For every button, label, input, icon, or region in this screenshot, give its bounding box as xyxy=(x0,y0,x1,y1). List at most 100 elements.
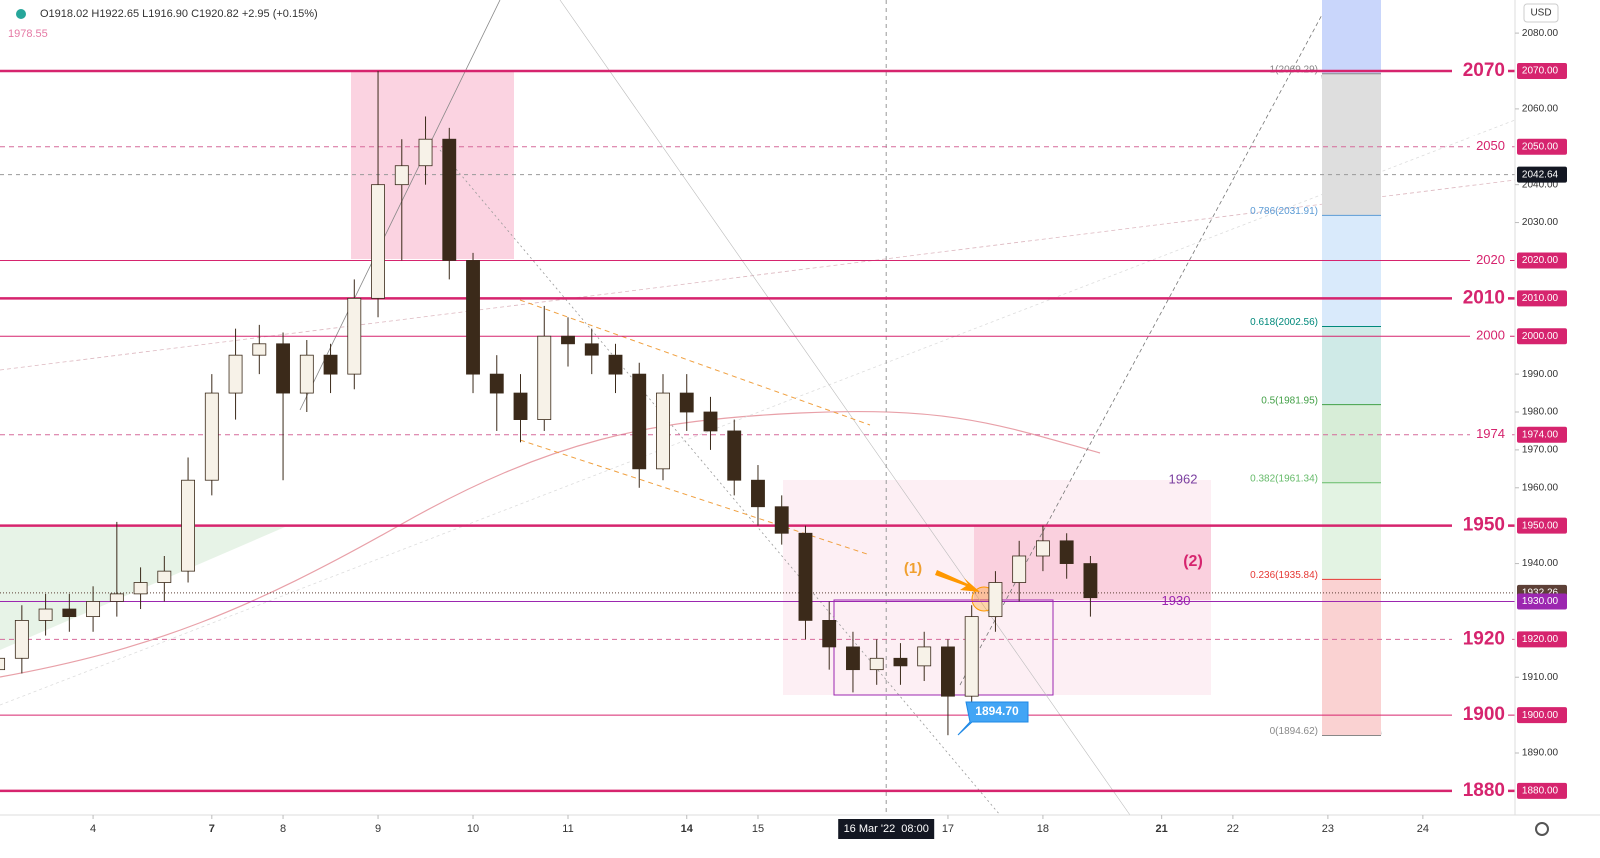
candle-body xyxy=(109,593,124,602)
level-label-bg xyxy=(1470,249,1510,272)
fib-label: 0.5(1981.95) xyxy=(1261,395,1318,406)
candle-body xyxy=(917,646,932,667)
trend-line xyxy=(559,0,1131,816)
trend-line xyxy=(0,119,1516,706)
currency[interactable]: USD xyxy=(1530,8,1551,19)
x-tick-label: 11 xyxy=(562,823,573,835)
x-tick-label: 10 xyxy=(467,823,479,835)
candle-body xyxy=(846,646,860,671)
fib-band xyxy=(1322,215,1381,327)
level-label: 2050 xyxy=(1476,138,1505,153)
level-label: 2010 xyxy=(1463,287,1505,308)
y-tick-label: 1970.00 xyxy=(1522,445,1559,456)
y-tick-label: 1940.00 xyxy=(1522,558,1559,569)
x-tick-label: 8 xyxy=(280,823,286,835)
y-tick-label: 2040.00 xyxy=(1522,179,1559,190)
fib-band xyxy=(1322,579,1381,736)
level-tag-bg xyxy=(1517,63,1567,80)
candle-body xyxy=(774,506,789,534)
candle-body xyxy=(1012,555,1027,583)
level-tag: 2010.00 xyxy=(1522,293,1559,304)
annotation: (1) xyxy=(904,560,922,577)
level-label-bg xyxy=(1452,779,1508,802)
ohlc-header: O1918.02 H1922.65 L1916.90 C1920.82 +2.9… xyxy=(40,8,318,20)
candle-body xyxy=(537,335,552,420)
x-tick-label: 15 xyxy=(752,823,764,835)
candle-body xyxy=(14,620,29,659)
x-tick-label: 24 xyxy=(1417,823,1429,835)
status-dot xyxy=(16,9,26,19)
candle-body xyxy=(988,582,1003,618)
fib-label: 0.236(1935.84) xyxy=(1250,570,1318,581)
level-tag: 1974.00 xyxy=(1522,429,1559,440)
level-label: 1900 xyxy=(1463,704,1505,725)
annotation: 1894.70 xyxy=(975,704,1019,718)
fib-band xyxy=(1322,404,1381,483)
level-tag: 1880.00 xyxy=(1522,786,1559,797)
y-tick-label: 1890.00 xyxy=(1522,748,1559,759)
fib-label: 0.618(2002.56) xyxy=(1250,317,1318,328)
fib-band xyxy=(1322,73,1381,216)
annotation: 1962 xyxy=(1169,471,1198,486)
fib-band xyxy=(1322,482,1381,580)
candle-body xyxy=(703,411,718,432)
candle-body xyxy=(584,343,599,356)
candle-body xyxy=(62,608,77,618)
level-label-bg xyxy=(1452,60,1508,83)
currency-button[interactable] xyxy=(1523,3,1559,23)
candle-body xyxy=(157,570,172,583)
candle-body xyxy=(798,532,813,621)
level-label-bg xyxy=(1452,287,1508,310)
candle-body xyxy=(679,392,694,413)
trend-line xyxy=(0,179,1516,371)
candle-body xyxy=(38,608,53,621)
x-tick-label: 17 xyxy=(942,823,954,835)
level-label: 1880 xyxy=(1463,780,1505,801)
candle-body xyxy=(323,354,338,375)
level-label: 2070 xyxy=(1463,60,1505,81)
y-tick-label: 1980.00 xyxy=(1522,407,1559,418)
level-tag-bg xyxy=(1517,138,1567,155)
fib-band xyxy=(1322,326,1381,405)
level-tag-bg xyxy=(1517,252,1567,269)
x-tick-label: 9 xyxy=(375,823,381,835)
level-tag-bg xyxy=(1517,782,1567,799)
candle-body xyxy=(442,138,457,261)
y-tick-label: 2030.00 xyxy=(1522,217,1559,228)
candle-body xyxy=(513,392,528,420)
level-tag-bg xyxy=(1517,593,1567,610)
level-label: 2000 xyxy=(1476,328,1505,343)
y-tick-label: 1990.00 xyxy=(1522,369,1559,380)
candle-body xyxy=(751,479,765,508)
fib-label: 0.786(2031.91) xyxy=(1250,206,1318,217)
candle-body xyxy=(418,138,433,167)
ma-value: 1978.55 xyxy=(8,28,48,40)
candle-body xyxy=(86,601,101,618)
settings-icon[interactable] xyxy=(1535,822,1549,836)
level-tag-bg xyxy=(1517,426,1567,443)
candle-body xyxy=(941,646,955,697)
x-tick-label: 7 xyxy=(209,823,215,835)
candle-body xyxy=(727,430,742,481)
level-label-bg xyxy=(1470,135,1510,158)
candle-body xyxy=(252,343,267,356)
x-tick-label: 23 xyxy=(1322,823,1334,835)
level-label: 1974 xyxy=(1476,426,1505,441)
fib-band xyxy=(1322,0,1381,74)
level-label: 1930 xyxy=(1162,593,1191,608)
level-label-bg xyxy=(1470,423,1510,446)
level-tag: 1950.00 xyxy=(1522,520,1559,531)
level-tag: 1920.00 xyxy=(1522,634,1559,645)
level-tag: 1930.00 xyxy=(1522,596,1559,607)
price-axis xyxy=(1515,0,1600,815)
candle-body xyxy=(0,657,6,671)
level-tag-bg xyxy=(1517,631,1567,648)
crosshair-tag: 2042.64 xyxy=(1522,169,1559,180)
level-tag-bg xyxy=(1517,328,1567,345)
level-tag-bg xyxy=(1517,517,1567,534)
level-tag: 2000.00 xyxy=(1522,331,1559,342)
candle-body xyxy=(489,373,504,394)
crosshair-tag-bg xyxy=(1517,166,1567,183)
candle-body xyxy=(228,354,243,394)
level-tag: 2020.00 xyxy=(1522,255,1559,266)
